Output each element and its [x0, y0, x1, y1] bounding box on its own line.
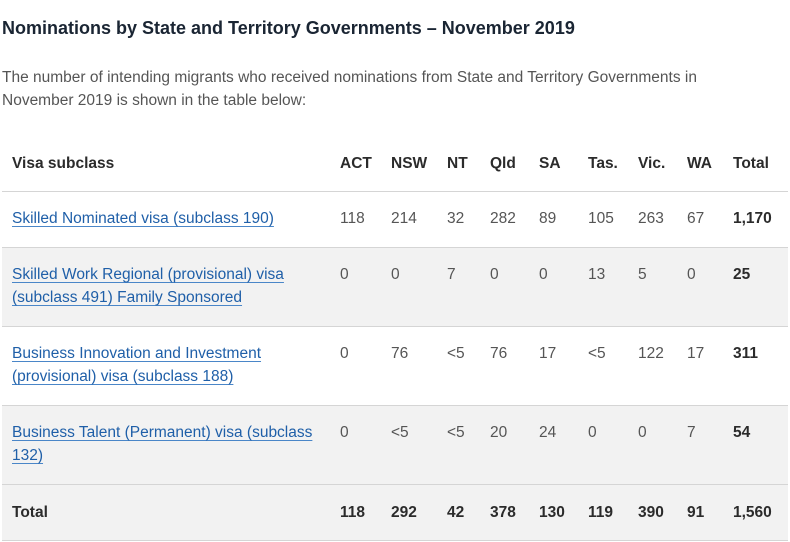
header-qld: Qld	[490, 136, 539, 192]
header-visa-subclass: Visa subclass	[2, 136, 340, 192]
cell-total: 1,170	[733, 191, 788, 248]
cell-nsw: 214	[391, 191, 447, 248]
visa-link-491[interactable]: Skilled Work Regional (provisional) visa…	[12, 266, 284, 306]
total-wa: 91	[687, 484, 733, 541]
table-row: Business Talent (Permanent) visa (subcla…	[2, 405, 788, 485]
header-sa: SA	[539, 136, 588, 192]
total-sa: 130	[539, 484, 588, 541]
header-tas: Tas.	[588, 136, 638, 192]
visa-link-188[interactable]: Business Innovation and Investment (prov…	[12, 345, 262, 385]
total-tas: 119	[588, 484, 638, 541]
totals-row: Total 118 292 42 378 130 119 390 91 1,56…	[2, 484, 788, 541]
total-grand: 1,560	[733, 484, 788, 541]
cell-total: 25	[733, 247, 788, 327]
cell-nsw: 0	[391, 247, 447, 327]
cell-nt: 32	[447, 191, 490, 248]
cell-vic: 0	[638, 405, 687, 485]
table-row: Business Innovation and Investment (prov…	[2, 326, 788, 406]
visa-cell: Business Innovation and Investment (prov…	[2, 326, 340, 406]
visa-link-190[interactable]: Skilled Nominated visa (subclass 190)	[12, 210, 274, 227]
cell-qld: 76	[490, 326, 539, 406]
total-nsw: 292	[391, 484, 447, 541]
cell-total: 311	[733, 326, 788, 406]
visa-cell: Business Talent (Permanent) visa (subcla…	[2, 405, 340, 485]
cell-sa: 89	[539, 191, 588, 248]
cell-total: 54	[733, 405, 788, 485]
cell-wa: 7	[687, 405, 733, 485]
header-vic: Vic.	[638, 136, 687, 192]
cell-act: 0	[340, 326, 391, 406]
table-row: Skilled Work Regional (provisional) visa…	[2, 247, 788, 327]
total-act: 118	[340, 484, 391, 541]
intro-text: The number of intending migrants who rec…	[2, 69, 697, 109]
cell-wa: 17	[687, 326, 733, 406]
cell-tas: 13	[588, 247, 638, 327]
cell-sa: 0	[539, 247, 588, 327]
visa-cell: Skilled Work Regional (provisional) visa…	[2, 247, 340, 327]
visa-cell: Skilled Nominated visa (subclass 190)	[2, 191, 340, 248]
cell-vic: 122	[638, 326, 687, 406]
cell-act: 0	[340, 247, 391, 327]
cell-qld: 282	[490, 191, 539, 248]
cell-nt: 7	[447, 247, 490, 327]
cell-nsw: 76	[391, 326, 447, 406]
nominations-table: Visa subclass ACT NSW NT Qld SA Tas. Vic…	[2, 136, 788, 541]
header-row: Visa subclass ACT NSW NT Qld SA Tas. Vic…	[2, 136, 788, 192]
cell-sa: 17	[539, 326, 588, 406]
cell-nsw: <5	[391, 405, 447, 485]
visa-link-132[interactable]: Business Talent (Permanent) visa (subcla…	[12, 424, 313, 464]
cell-wa: 67	[687, 191, 733, 248]
page-title: Nominations by State and Territory Gover…	[2, 18, 575, 38]
cell-nt: <5	[447, 326, 490, 406]
header-total: Total	[733, 136, 788, 192]
cell-vic: 263	[638, 191, 687, 248]
total-vic: 390	[638, 484, 687, 541]
cell-wa: 0	[687, 247, 733, 327]
total-nt: 42	[447, 484, 490, 541]
header-wa: WA	[687, 136, 733, 192]
header-nt: NT	[447, 136, 490, 192]
cell-act: 118	[340, 191, 391, 248]
cell-qld: 0	[490, 247, 539, 327]
table-row: Skilled Nominated visa (subclass 190) 11…	[2, 191, 788, 248]
total-qld: 378	[490, 484, 539, 541]
cell-act: 0	[340, 405, 391, 485]
cell-sa: 24	[539, 405, 588, 485]
cell-tas: <5	[588, 326, 638, 406]
totals-label: Total	[2, 484, 340, 541]
cell-tas: 105	[588, 191, 638, 248]
cell-vic: 5	[638, 247, 687, 327]
header-act: ACT	[340, 136, 391, 192]
cell-qld: 20	[490, 405, 539, 485]
header-nsw: NSW	[391, 136, 447, 192]
cell-nt: <5	[447, 405, 490, 485]
cell-tas: 0	[588, 405, 638, 485]
